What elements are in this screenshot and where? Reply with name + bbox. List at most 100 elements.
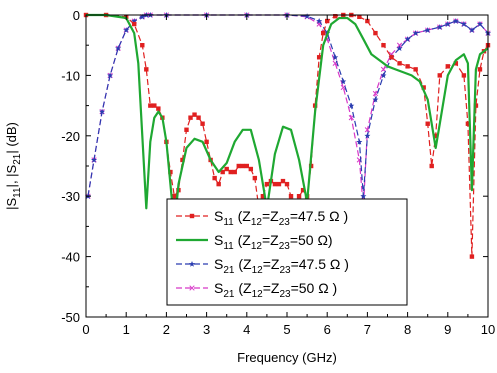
- data-point-square: [189, 213, 195, 219]
- data-point-square: [236, 163, 241, 169]
- data-point-square: [276, 181, 282, 187]
- y-tick-label: -50: [61, 310, 80, 325]
- data-point-star: [107, 72, 114, 79]
- legend-label: S11 (Z12=Z23=50 Ω): [214, 232, 333, 252]
- series-1: [86, 13, 489, 228]
- data-point-square: [200, 121, 205, 126]
- data-point-square: [316, 55, 322, 60]
- legend-label: S21 (Z12=Z23=50 Ω ): [214, 280, 337, 300]
- data-point-square: [288, 194, 294, 199]
- data-point-square: [240, 163, 245, 169]
- data-point-square: [252, 175, 258, 181]
- data-point-star: [340, 78, 347, 85]
- data-point-square: [429, 163, 434, 169]
- data-point-star: [404, 36, 411, 42]
- series-line: [86, 14, 489, 258]
- data-point-square: [232, 169, 237, 175]
- data-point-square: [473, 103, 479, 108]
- data-point-square: [320, 30, 326, 36]
- data-point-star: [115, 45, 122, 52]
- data-point-square: [248, 166, 254, 172]
- data-point-x: [396, 42, 403, 48]
- data-point-square: [192, 112, 197, 117]
- data-point-star: [91, 156, 98, 163]
- data-point-star: [316, 18, 323, 24]
- data-point-square: [477, 67, 483, 72]
- data-point-square: [453, 61, 459, 66]
- data-point-square: [132, 21, 137, 27]
- data-point-square: [469, 254, 475, 259]
- data-point-square: [445, 64, 450, 69]
- data-point-square: [413, 67, 418, 72]
- data-point-square: [437, 73, 442, 78]
- data-point-star: [356, 138, 363, 145]
- x-axis-title: Frequency (GHz): [237, 350, 337, 365]
- plot-curves: [83, 12, 491, 259]
- data-point-square: [325, 18, 330, 24]
- data-point-star: [99, 108, 106, 115]
- data-point-square: [264, 181, 270, 187]
- x-tick-label: 7: [364, 322, 371, 337]
- data-point-square: [300, 187, 306, 193]
- x-tick-label: 4: [243, 322, 250, 337]
- data-point-square: [144, 67, 149, 72]
- x-tick-label: 2: [163, 322, 170, 337]
- data-point-square: [405, 64, 410, 69]
- data-point-square: [204, 139, 209, 145]
- data-point-square: [212, 175, 217, 181]
- data-point-square: [280, 178, 286, 184]
- y-axis-title: |S11|, |S21| (dB): [4, 122, 23, 210]
- data-point-star: [412, 30, 419, 36]
- legend-label: S11 (Z12=Z23=47.5 Ω ): [214, 208, 348, 228]
- series-2: [85, 12, 491, 199]
- legend: S11 (Z12=Z23=47.5 Ω ) S11 (Z12=Z23=50 Ω) S…: [166, 198, 408, 306]
- data-point-x: [372, 90, 379, 97]
- data-point-star: [348, 102, 355, 109]
- data-point-star: [468, 27, 475, 33]
- y-tick-label: -20: [61, 129, 80, 144]
- data-point-square: [284, 181, 290, 187]
- data-point-star: [364, 132, 371, 139]
- data-point-x: [348, 115, 354, 121]
- data-point-square: [224, 166, 229, 172]
- data-point-square: [365, 18, 370, 24]
- data-point-square: [180, 157, 185, 163]
- data-point-star: [139, 13, 146, 20]
- data-point-star: [460, 21, 467, 27]
- series-line: [86, 13, 489, 228]
- data-point-square: [465, 121, 471, 126]
- data-point-square: [296, 194, 302, 199]
- data-point-square: [381, 43, 386, 48]
- data-point-star: [189, 261, 195, 267]
- data-point-star: [444, 21, 451, 27]
- data-point-star: [360, 193, 367, 199]
- data-point-square: [244, 163, 249, 169]
- data-point-square: [188, 115, 193, 120]
- x-tick-label: 0: [82, 322, 89, 337]
- data-point-square: [172, 194, 177, 199]
- data-point-square: [260, 194, 266, 199]
- x-tick-label: 5: [283, 322, 290, 337]
- data-point-star: [424, 27, 431, 33]
- data-point-square: [228, 169, 233, 175]
- data-point-square: [333, 14, 338, 19]
- data-point-square: [216, 181, 221, 187]
- data-point-square: [140, 43, 145, 48]
- x-tick-label: 9: [444, 322, 451, 337]
- data-point-square: [461, 73, 467, 78]
- data-point-star: [372, 96, 379, 103]
- data-point-star: [452, 18, 459, 24]
- data-point-square: [421, 85, 426, 90]
- data-point-square: [425, 121, 430, 126]
- y-tick-label: -40: [61, 250, 80, 265]
- data-point-square: [272, 181, 278, 187]
- data-point-square: [184, 127, 189, 132]
- data-point-star: [436, 24, 443, 30]
- y-tick-label: -10: [61, 68, 80, 83]
- x-tick-label: 8: [404, 322, 411, 337]
- data-point-square: [397, 61, 402, 66]
- legend-box: [166, 198, 408, 306]
- data-point-x: [340, 84, 346, 91]
- data-point-star: [123, 27, 130, 33]
